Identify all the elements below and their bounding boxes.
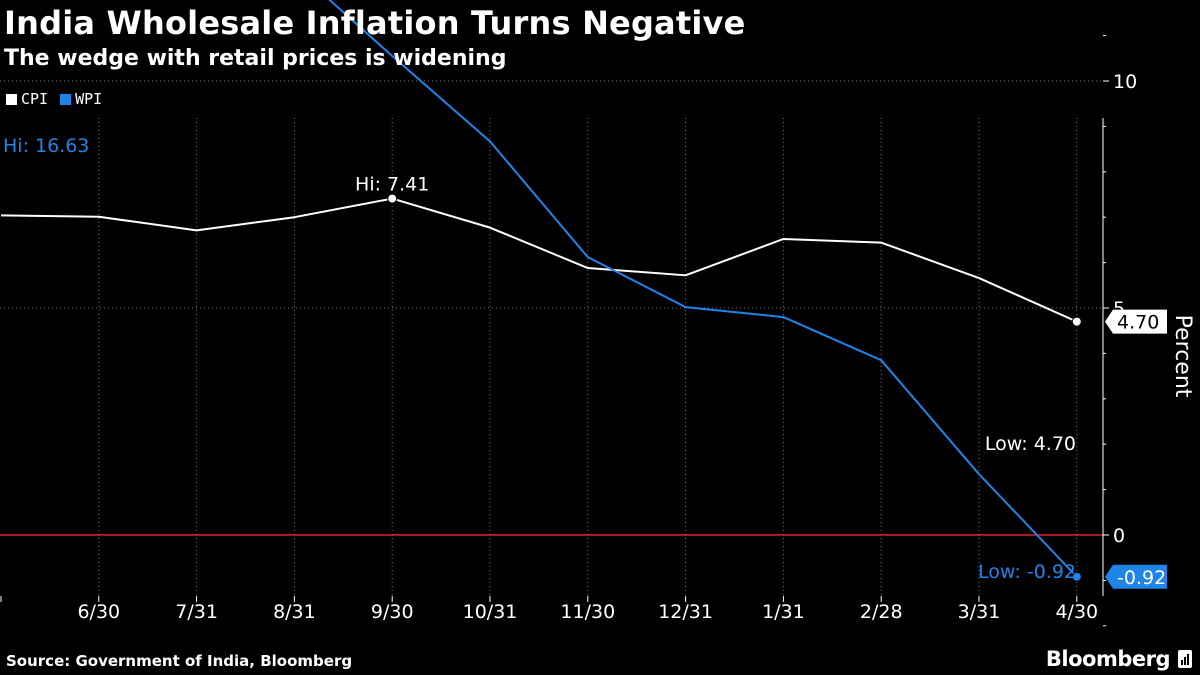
x-tick-label: 6/30 [77, 601, 120, 623]
legend-item-wpi: WPI [60, 90, 102, 108]
cpi-hi-label: Hi: 7.41 [355, 174, 429, 196]
x-tick-label: 12/31 [658, 601, 713, 623]
cpi-low-label: Low: 4.70 [985, 433, 1076, 455]
x-tick-label: 11/30 [560, 601, 615, 623]
legend-label-cpi: CPI [21, 90, 49, 108]
x-tick-label: 1/31 [762, 601, 805, 623]
wpi-hi-label: Hi: 16.63 [3, 135, 89, 157]
axes: 0510156/307/318/319/3010/3111/3012/311/3… [0, 35, 1195, 627]
cpi-last-tag-box [1105, 309, 1167, 334]
wpi-low-label: Low: -0.92 [978, 561, 1076, 583]
legend: CPI WPI [6, 90, 102, 108]
x-tick-label: 3/31 [958, 601, 1001, 623]
y-tick-label: 0 [1113, 525, 1125, 547]
x-tick-label: 7/31 [175, 601, 218, 623]
legend-item-cpi: CPI [6, 90, 48, 108]
y-axis-title: Percent [1170, 315, 1195, 398]
legend-swatch-cpi [6, 93, 17, 105]
source-note: Source: Government of India, Bloomberg [6, 652, 353, 670]
wpi-last-tag-value: -0.92 [1117, 567, 1166, 589]
wpi-last-tag-box [1105, 564, 1167, 589]
x-tick-label: 2/28 [860, 601, 903, 623]
brand-name: Bloomberg [1045, 647, 1171, 671]
bloomberg-terminal-icon [1178, 650, 1192, 668]
x-tick-label: 4/30 [1055, 601, 1098, 623]
x-tick-label: 10/31 [463, 601, 518, 623]
hi-marker-cpi [387, 193, 398, 204]
chart-subtitle: The wedge with retail prices is widening [4, 46, 507, 71]
series-line-wpi [328, 0, 1078, 578]
annotations: Hi: 16.63 Hi: 7.41 Low: 4.70 Low: -0.92 4.70… [3, 135, 1167, 589]
x-tick-label: 8/31 [273, 601, 316, 623]
chart-title: India Wholesale Inflation Turns Negative [4, 4, 746, 42]
grid-lines [0, 80, 1103, 596]
y-tick-label: 10 [1113, 71, 1137, 93]
series-line-cpi [0, 197, 1078, 323]
cpi-last-tag-value: 4.70 [1117, 312, 1159, 334]
x-tick-label: 9/30 [371, 601, 414, 623]
low-marker-cpi [1071, 316, 1082, 327]
legend-swatch-wpi [60, 93, 72, 105]
series [0, 0, 1078, 578]
brand: Bloomberg [1046, 647, 1192, 671]
legend-label-wpi: WPI [75, 90, 103, 108]
low-marker-wpi [1071, 571, 1082, 582]
